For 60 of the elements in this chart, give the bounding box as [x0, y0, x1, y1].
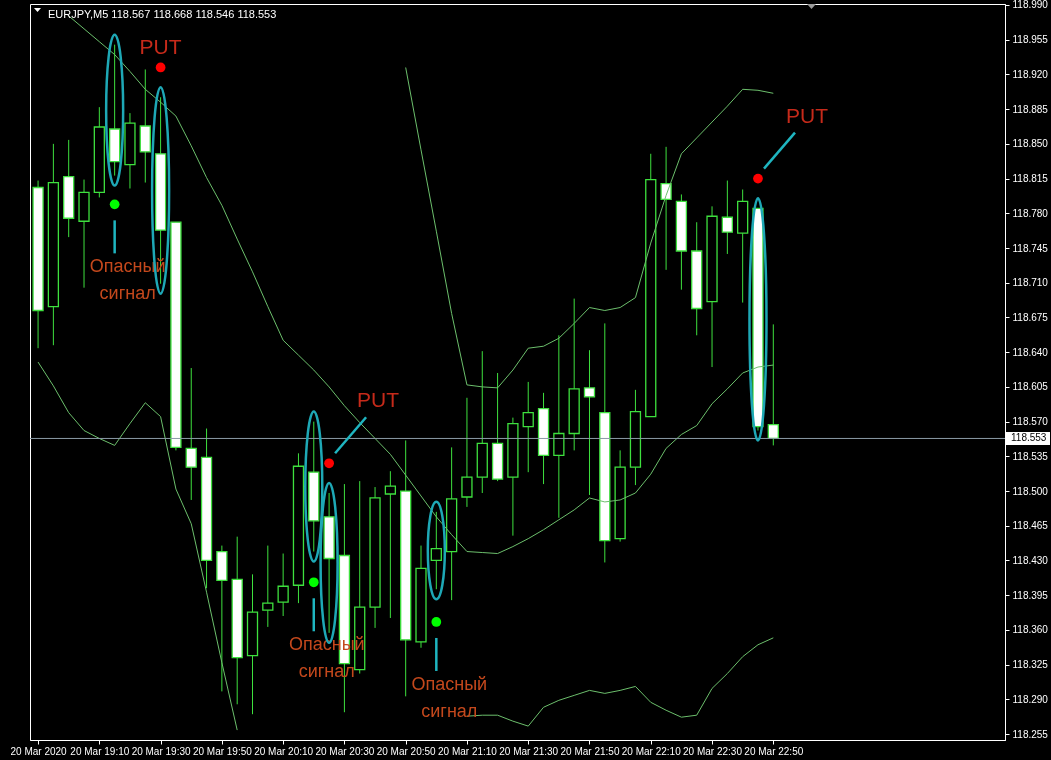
y-tick-label: 118.535 — [1012, 450, 1049, 462]
y-tick-label: 118.255 — [1012, 728, 1049, 740]
x-tick-label: 20 Mar 20:30 — [315, 745, 375, 757]
x-tick-label: 20 Mar 21:30 — [499, 745, 559, 757]
candlestick — [277, 553, 289, 617]
candlestick — [767, 323, 779, 446]
x-tick-label: 20 Mar 21:10 — [437, 745, 498, 757]
y-tick-label: 118.465 — [1012, 520, 1049, 532]
y-tick-label: 118.430 — [1012, 554, 1049, 566]
ref-line-label: 118.553 — [1011, 432, 1047, 444]
y-tick-label: 118.325 — [1012, 659, 1049, 671]
candlestick — [384, 470, 397, 619]
x-tick-label: 20 Mar 22:10 — [621, 745, 682, 757]
y-tick-label: 118.570 — [1012, 416, 1049, 428]
x-tick-label: 20 Mar 22:50 — [744, 745, 804, 757]
y-tick-label: 118.500 — [1012, 485, 1049, 497]
annotation: PUT — [139, 35, 182, 59]
candlestick — [522, 381, 534, 473]
y-tick-label: 118.710 — [1012, 277, 1049, 289]
x-tick-label: 20 Mar 20:10 — [254, 745, 314, 757]
point — [431, 617, 442, 627]
y-tick-label: 118.360 — [1012, 624, 1049, 636]
chart-title: EURJPY,M5 118.567 118.668 118.546 118.553 — [48, 7, 277, 20]
x-tick-label: 20 Mar 19:30 — [131, 745, 191, 757]
x-tick-label: 20 Mar 21:50 — [560, 745, 620, 757]
candlestick — [583, 349, 596, 496]
candlestick — [660, 146, 672, 271]
y-tick-label: 118.955 — [1012, 34, 1049, 46]
annotation: Опасный сигнал — [411, 673, 488, 721]
annotation: PUT — [785, 103, 829, 127]
y-tick-label: 118.290 — [1012, 693, 1049, 705]
y-tick-label: 118.395 — [1012, 589, 1049, 601]
y-tick-label: 118.920 — [1012, 68, 1049, 80]
x-tick-label: 20 Mar 19:10 — [70, 745, 130, 757]
x-tick-label: 20 Mar 19:50 — [192, 745, 253, 757]
candlestick — [430, 511, 442, 590]
point — [324, 458, 334, 469]
y-tick-label: 118.990 — [1012, 0, 1049, 11]
y-tick-label: 118.850 — [1012, 138, 1049, 150]
point — [308, 577, 319, 588]
y-tick-label: 118.745 — [1012, 242, 1049, 254]
candlestick — [721, 180, 733, 255]
annotation: PUT — [357, 388, 400, 412]
y-tick-label: 118.605 — [1012, 381, 1049, 393]
x-tick-label: 20 Mar 22:30 — [683, 745, 743, 757]
point — [155, 62, 166, 73]
candlestick — [262, 545, 274, 628]
y-tick-label: 118.815 — [1012, 173, 1049, 185]
line-series — [405, 66, 774, 389]
point — [109, 199, 120, 210]
candlestick — [185, 367, 197, 501]
x-tick-label: 20 Mar 2020 — [10, 745, 68, 757]
y-tick-label: 118.780 — [1012, 207, 1049, 219]
y-tick-label: 118.675 — [1012, 311, 1049, 323]
y-tick-label: 118.640 — [1012, 346, 1049, 358]
y-tick-label: 118.885 — [1012, 103, 1049, 115]
x-tick-label: 20 Mar 20:50 — [376, 745, 437, 757]
point — [753, 173, 763, 184]
candlestick — [461, 397, 473, 508]
candlestick — [553, 334, 565, 519]
